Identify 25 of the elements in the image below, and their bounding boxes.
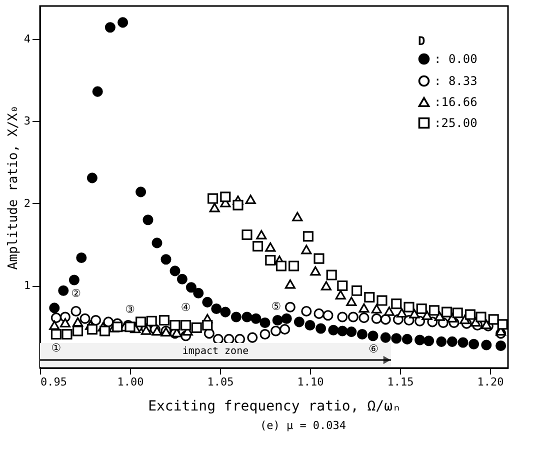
annotation: ⑤: [271, 300, 282, 314]
y-tick-label: 1: [24, 279, 30, 292]
text: (e) μ = 0.034: [258, 419, 348, 432]
x-tick-label: 1.10: [297, 376, 324, 388]
annotation: ②: [71, 287, 82, 300]
x-tick-label: 1.20: [477, 376, 504, 388]
y-tick-label: 2: [24, 196, 30, 210]
legend-label: :25.00: [434, 116, 478, 130]
legend-label: : 0.00: [434, 52, 478, 66]
legend-title: D: [418, 34, 426, 48]
legend-label: : 8.33: [434, 74, 478, 88]
y-tick-label: 4: [24, 32, 31, 46]
annotation: ①: [51, 341, 62, 354]
x-tick-label: 1.00: [117, 376, 144, 388]
band-label: impact zone: [182, 346, 249, 357]
annotation: ⑥: [368, 342, 379, 356]
x-axis-title: Exciting frequency ratio, Ω/ωₙ: [148, 398, 401, 414]
x-tick-label: 0.95: [40, 376, 67, 388]
annotation: ③: [125, 302, 136, 316]
legend-label: :16.66: [434, 95, 478, 109]
x-tick-label: 1.15: [387, 376, 414, 388]
x-tick-label: 1.05: [207, 376, 234, 388]
y-axis-title: Amplitude ratio, X/X₀: [6, 105, 21, 270]
y-tick-label: 3: [24, 114, 30, 128]
annotation: ④: [180, 301, 191, 314]
